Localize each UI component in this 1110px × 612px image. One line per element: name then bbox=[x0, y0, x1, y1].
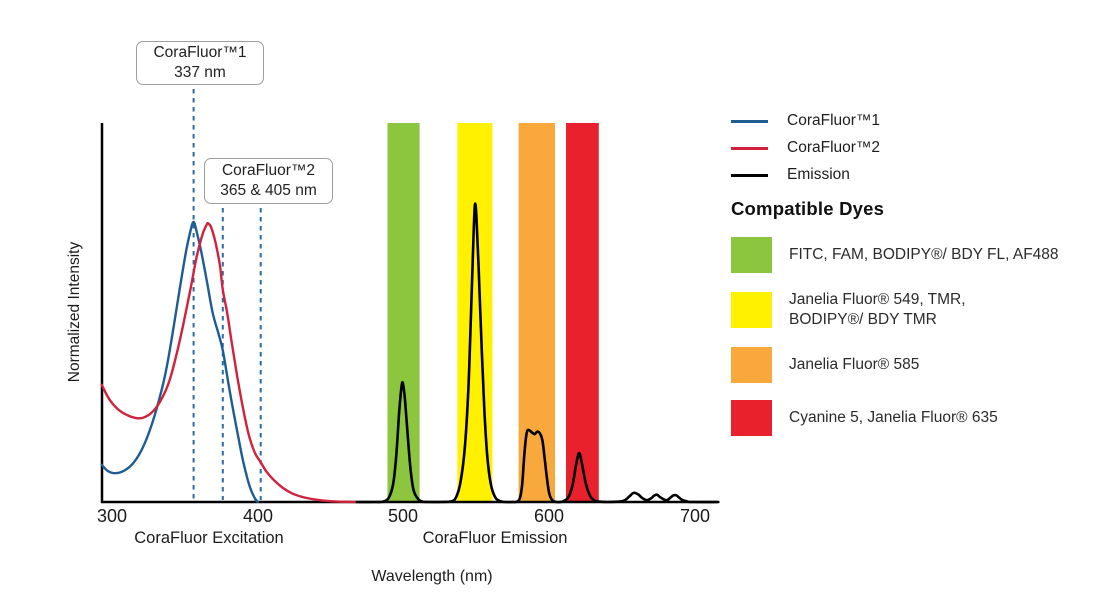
orange-dye-label: Janelia Fluor® 585 bbox=[789, 356, 920, 374]
y-axis-title: Normalized Intensity bbox=[66, 241, 83, 383]
x-tick-400: 400 bbox=[242, 506, 274, 526]
green-dye-label: FITC, FAM, BODIPY®/ BDY FL, AF488 bbox=[789, 245, 1059, 263]
x-tick-500: 500 bbox=[387, 506, 419, 526]
callout-corafluor2: CoraFluor™2 365 & 405 nm bbox=[204, 158, 333, 204]
excitation-section-label: CoraFluor Excitation bbox=[134, 529, 284, 547]
x-tick-700: 700 bbox=[679, 506, 711, 526]
legend-label-emission: Emission bbox=[787, 166, 850, 183]
red-dye-swatch bbox=[731, 400, 772, 437]
orange-dye-swatch bbox=[731, 347, 772, 384]
corafluor2-line-swatch bbox=[731, 146, 768, 150]
emission-line-swatch bbox=[731, 173, 768, 177]
corafluor1-line-swatch bbox=[731, 119, 768, 123]
legend-label-corafluor1: CoraFluor™1 bbox=[787, 112, 881, 129]
green-dye-swatch bbox=[731, 237, 772, 273]
callout-corafluor1-title: CoraFluor™1 bbox=[153, 43, 247, 61]
legend: CoraFluor™1 CoraFluor™2 Emission Compati… bbox=[731, 110, 1103, 453]
legend-item-emission: Emission bbox=[731, 164, 1103, 186]
callout-corafluor2-title: CoraFluor™2 bbox=[221, 161, 316, 179]
callout-corafluor1: CoraFluor™1 337 nm bbox=[136, 41, 264, 85]
dye-row-orange: Janelia Fluor® 585 bbox=[731, 347, 1103, 384]
yellow-dye-label: Janelia Fluor® 549, TMR, BODIPY®/ BDY TM… bbox=[789, 291, 966, 329]
x-tick-600: 600 bbox=[533, 506, 565, 526]
x-axis-title: Wavelength (nm) bbox=[371, 568, 493, 585]
filter-band-green bbox=[387, 123, 420, 501]
dye-row-green: FITC, FAM, BODIPY®/ BDY FL, AF488 bbox=[731, 237, 1103, 273]
legend-label-corafluor2: CoraFluor™2 bbox=[787, 139, 881, 156]
compatible-dyes-heading: Compatible Dyes bbox=[731, 198, 885, 219]
emission-curve bbox=[355, 202, 720, 504]
x-tick-300: 300 bbox=[96, 506, 128, 526]
callout-corafluor1-value: 337 nm bbox=[174, 64, 226, 81]
filter-band-red bbox=[566, 123, 599, 501]
dye-row-yellow: Janelia Fluor® 549, TMR, BODIPY®/ BDY TM… bbox=[731, 290, 1103, 330]
legend-item-corafluor1: CoraFluor™1 bbox=[731, 110, 1103, 132]
callout-corafluor2-value: 365 & 405 nm bbox=[220, 182, 317, 199]
excitation-curve-corafluor1 bbox=[100, 220, 259, 504]
dye-row-red: Cyanine 5, Janelia Fluor® 635 bbox=[731, 400, 1103, 437]
dye-list: FITC, FAM, BODIPY®/ BDY FL, AF488 Janeli… bbox=[731, 237, 1103, 437]
red-dye-label: Cyanine 5, Janelia Fluor® 635 bbox=[789, 409, 998, 427]
legend-item-corafluor2: CoraFluor™2 bbox=[731, 137, 1103, 159]
excitation-curve-corafluor2 bbox=[100, 221, 359, 504]
emission-section-label: CoraFluor Emission bbox=[422, 529, 568, 547]
yellow-dye-swatch bbox=[731, 292, 772, 329]
